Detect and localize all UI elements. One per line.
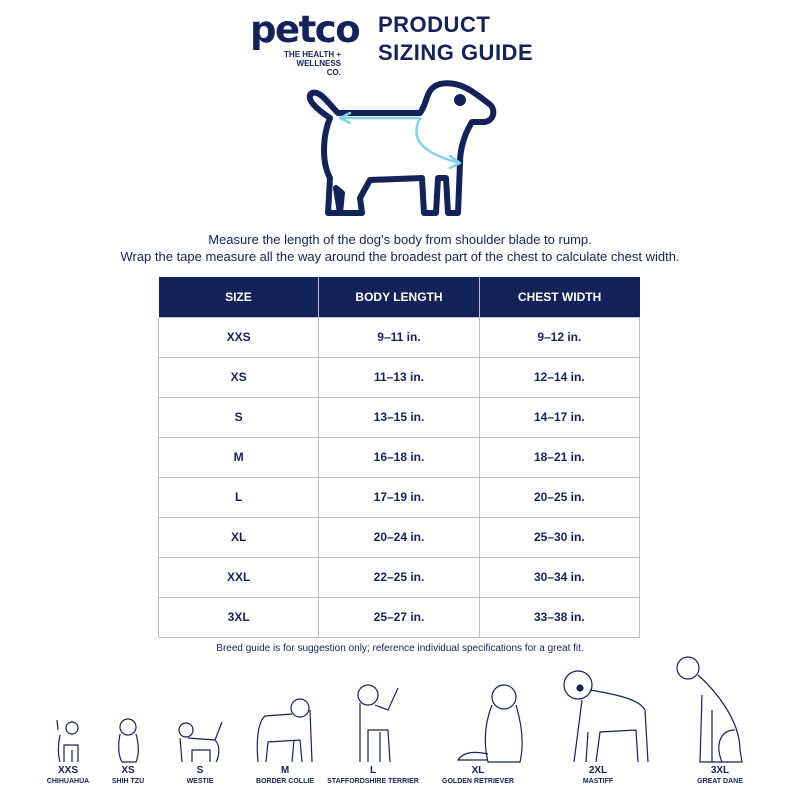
sizing-table: SIZE BODY LENGTH CHEST WIDTH XXS 9–11 in.… [157,277,641,638]
cell-body-length: 22–25 in. [318,556,480,598]
cell-body-length: 16–18 in. [318,436,480,478]
cell-chest-width: 12–14 in. [478,356,641,398]
breed-name: BORDER COLLIE [256,778,314,785]
tagline-line-1: THE HEALTH + [284,50,341,59]
header-chest-width: CHEST WIDTH [479,277,640,317]
petco-logo: petco [250,8,361,51]
cell-size: XL [157,516,320,558]
breed-name: WESTIE [186,778,214,785]
breed-name: SHIH TZU [111,778,145,785]
breed-label: XS SHIH TZU [112,765,144,786]
breed-name: STAFFORDSHIRE TERRIER [327,778,419,785]
breed-name: MASTIFF [582,778,614,785]
shih-tzu-icon [118,718,139,763]
border-collie-icon [256,698,313,763]
breed-size: XL [471,765,485,776]
cell-body-length: 17–19 in. [318,476,480,518]
breed-size: 3XL [710,765,730,776]
cell-body-length: 9–11 in. [318,316,480,358]
header-size: SIZE [158,277,320,317]
table-row: 3XL 25–27 in. 33–38 in. [157,596,641,638]
title-line-1: PRODUCT [378,12,491,37]
cell-chest-width: 18–21 in. [478,436,641,478]
breed-size: M [280,765,290,776]
breed-label: XL GOLDEN RETRIEVER [442,765,514,786]
cell-size: 3XL [157,596,320,638]
breed-size: XXS [57,765,79,776]
cell-chest-width: 33–38 in. [478,596,641,638]
breed-size: S [196,765,204,776]
breed-illustrations [56,656,743,763]
table-row: M 16–18 in. 18–21 in. [157,436,641,478]
cell-chest-width: 20–25 in. [478,476,641,518]
page-title: PRODUCT SIZING GUIDE [378,11,533,67]
table-row: XL 20–24 in. 25–30 in. [157,516,641,558]
breed-label: S WESTIE [187,765,214,786]
instruction-line-1: Measure the length of the dog’s body fro… [208,232,592,247]
breed-name: GOLDEN RETRIEVER [442,778,514,785]
cell-size: L [157,476,320,518]
great-dane-icon [676,656,743,763]
cell-chest-width: 30–34 in. [478,556,641,598]
breed-name: CHIHUAHUA [46,778,90,785]
chihuahua-icon [56,719,79,763]
cell-body-length: 11–13 in. [318,356,480,398]
table-row: XXS 9–11 in. 9–12 in. [157,316,641,358]
golden-retriever-icon [456,684,523,763]
cell-chest-width: 9–12 in. [478,316,641,358]
breed-name: GREAT DANE [697,778,743,785]
cell-body-length: 13–15 in. [318,396,480,438]
cell-chest-width: 25–30 in. [478,516,641,558]
table-row: L 17–19 in. 20–25 in. [157,476,641,518]
cell-size: XS [157,356,320,398]
staffordshire-terrier-icon [357,684,399,763]
breed-label: L STAFFORDSHIRE TERRIER [327,765,419,786]
logo-tagline: THE HEALTH + WELLNESS CO. [281,50,341,77]
breed-label: XXS CHIHUAHUA [47,765,89,786]
breed-guide-note: Breed guide is for suggestion only; refe… [216,643,584,654]
breed-label: 2XL MASTIFF [583,765,613,786]
cell-size: M [157,436,320,478]
cell-size: XXL [157,556,320,598]
table-row: XS 11–13 in. 12–14 in. [157,356,641,398]
westie-icon [178,721,223,763]
cell-size: S [157,396,320,438]
cell-chest-width: 14–17 in. [478,396,641,438]
mastiff-icon [563,670,649,763]
breed-size: L [369,765,377,776]
table-row: S 13–15 in. 14–17 in. [157,396,641,438]
dog-measurement-illustration [306,80,497,216]
cell-size: XXS [157,316,320,358]
tagline-line-2: WELLNESS CO. [296,59,341,77]
instruction-line-2: Wrap the tape measure all the way around… [120,249,680,264]
breed-size: 2XL [588,765,608,776]
breed-label: M BORDER COLLIE [256,765,314,786]
title-line-2: SIZING GUIDE [378,40,534,65]
header-body-length: BODY LENGTH [318,277,480,317]
breed-size: XS [121,765,135,776]
cell-body-length: 20–24 in. [318,516,480,558]
table-row: XXL 22–25 in. 30–34 in. [157,556,641,598]
breed-label: 3XL GREAT DANE [697,765,743,786]
measuring-instructions: Measure the length of the dog’s body fro… [0,231,800,265]
cell-body-length: 25–27 in. [318,596,480,638]
